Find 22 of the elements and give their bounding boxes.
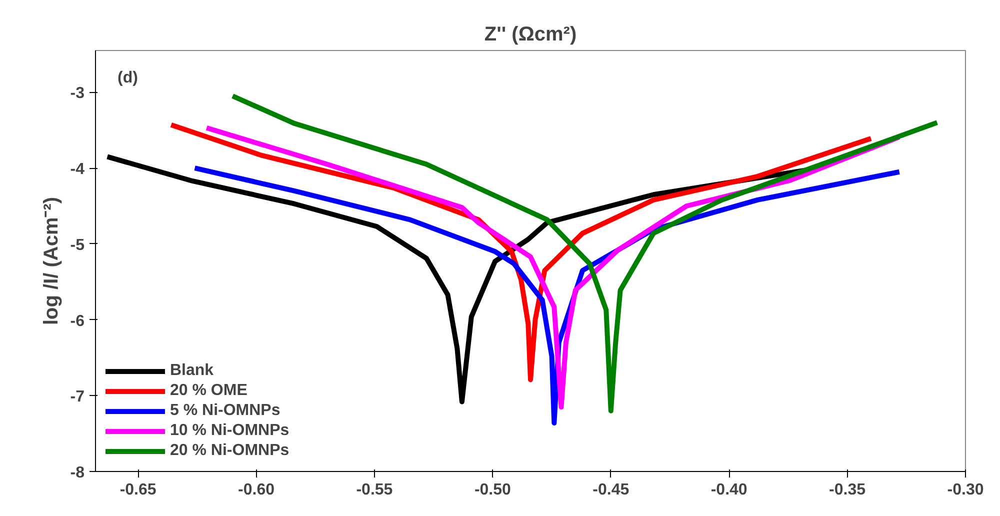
y-tick-label: -8	[70, 464, 85, 482]
x-tick-label: -0.35	[829, 482, 866, 498]
chart-title: Z'' (Ωcm²)	[484, 24, 577, 46]
legend-label: 10 % Ni-OMNPs	[170, 422, 290, 440]
x-tick-label: -0.65	[120, 482, 156, 498]
x-tick-label: -0.50	[474, 482, 512, 498]
legend-label: 5 % Ni-OMNPs	[170, 402, 280, 420]
y-tick-label: -4	[70, 161, 85, 178]
y-tick-label: -6	[70, 312, 85, 330]
x-tick-label: -0.30	[947, 482, 984, 498]
x-tick-label: -0.60	[238, 482, 275, 498]
y-axis-title: log /I/ (Acm⁻²)	[40, 196, 62, 326]
x-tick-label: -0.45	[592, 482, 630, 498]
legend-label: Blank	[170, 362, 214, 380]
annotation: (d)	[118, 70, 138, 86]
legend-label: 20 % Ni-OMNPs	[170, 442, 290, 460]
y-tick-label: -5	[70, 236, 85, 254]
y-tick-label: -7	[70, 388, 85, 406]
legend-label: 20 % OME	[170, 382, 248, 400]
y-tick-label: -3	[70, 85, 85, 102]
x-tick-label: -0.40	[710, 482, 748, 498]
x-tick-label: -0.55	[356, 482, 393, 498]
